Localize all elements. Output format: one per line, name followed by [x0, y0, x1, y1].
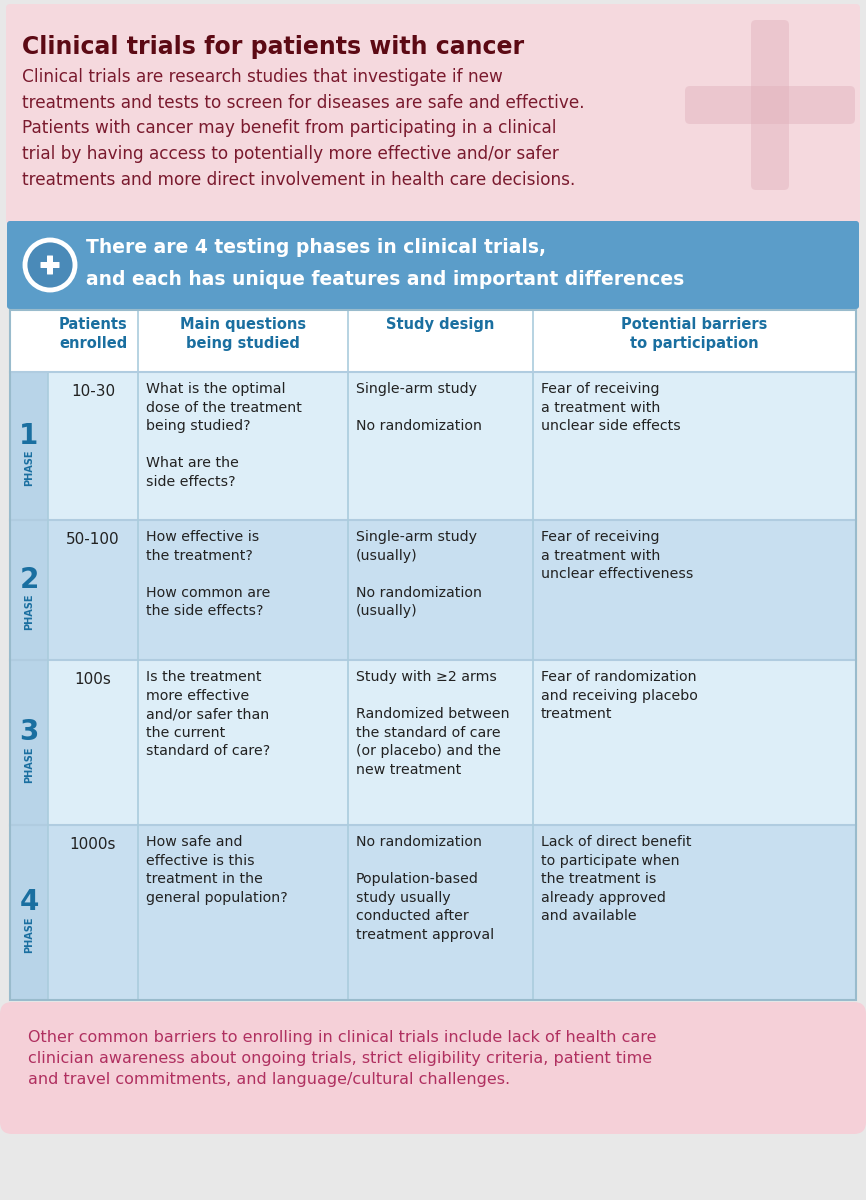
Text: PHASE: PHASE [24, 746, 34, 782]
Text: and each has unique features and important differences: and each has unique features and importa… [86, 270, 684, 289]
Text: PHASE: PHASE [24, 450, 34, 486]
Text: What is the optimal
dose of the treatment
being studied?

What are the
side effe: What is the optimal dose of the treatmen… [146, 382, 302, 490]
FancyBboxPatch shape [48, 520, 856, 660]
Text: Patients
enrolled: Patients enrolled [59, 317, 127, 350]
FancyBboxPatch shape [10, 520, 48, 660]
Text: Single-arm study
(usually)

No randomization
(usually): Single-arm study (usually) No randomizat… [356, 530, 482, 618]
Text: Lack of direct benefit
to participate when
the treatment is
already approved
and: Lack of direct benefit to participate wh… [541, 835, 691, 924]
Text: PHASE: PHASE [24, 594, 34, 630]
Text: Fear of receiving
a treatment with
unclear effectiveness: Fear of receiving a treatment with uncle… [541, 530, 694, 581]
Text: Is the treatment
more effective
and/or safer than
the current
standard of care?: Is the treatment more effective and/or s… [146, 670, 270, 758]
FancyBboxPatch shape [10, 372, 48, 520]
FancyBboxPatch shape [10, 826, 48, 1000]
Text: Study with ≥2 arms

Randomized between
the standard of care
(or placebo) and the: Study with ≥2 arms Randomized between th… [356, 670, 509, 778]
Text: Clinical trials for patients with cancer: Clinical trials for patients with cancer [22, 35, 524, 59]
Text: Other common barriers to enrolling in clinical trials include lack of health car: Other common barriers to enrolling in cl… [28, 1030, 656, 1087]
Text: 1: 1 [19, 422, 39, 450]
Text: 50-100: 50-100 [66, 532, 120, 547]
FancyBboxPatch shape [6, 4, 860, 224]
Text: PHASE: PHASE [24, 917, 34, 953]
Text: Main questions
being studied: Main questions being studied [180, 317, 306, 350]
FancyBboxPatch shape [41, 262, 60, 268]
Circle shape [25, 240, 75, 290]
FancyBboxPatch shape [10, 660, 48, 826]
FancyBboxPatch shape [0, 1002, 866, 1134]
Text: Fear of randomization
and receiving placebo
treatment: Fear of randomization and receiving plac… [541, 670, 698, 721]
Text: Clinical trials are research studies that investigate if new
treatments and test: Clinical trials are research studies tha… [22, 68, 585, 188]
FancyBboxPatch shape [10, 310, 856, 372]
Text: No randomization

Population-based
study usually
conducted after
treatment appro: No randomization Population-based study … [356, 835, 494, 942]
Text: 1000s: 1000s [70, 838, 116, 852]
Text: Potential barriers
to participation: Potential barriers to participation [621, 317, 767, 350]
Text: 100s: 100s [74, 672, 112, 686]
FancyBboxPatch shape [47, 256, 53, 275]
Text: 4: 4 [19, 888, 39, 917]
Text: 10-30: 10-30 [71, 384, 115, 398]
Text: How effective is
the treatment?

How common are
the side effects?: How effective is the treatment? How comm… [146, 530, 270, 618]
Text: Single-arm study

No randomization: Single-arm study No randomization [356, 382, 482, 433]
Text: Fear of receiving
a treatment with
unclear side effects: Fear of receiving a treatment with uncle… [541, 382, 681, 433]
FancyBboxPatch shape [48, 372, 856, 520]
FancyBboxPatch shape [48, 826, 856, 1000]
Text: There are 4 testing phases in clinical trials,: There are 4 testing phases in clinical t… [86, 238, 546, 257]
FancyBboxPatch shape [685, 86, 855, 124]
FancyBboxPatch shape [48, 660, 856, 826]
Text: Study design: Study design [386, 317, 494, 332]
FancyBboxPatch shape [751, 20, 789, 190]
Text: 2: 2 [19, 566, 39, 594]
Text: 3: 3 [19, 719, 39, 746]
FancyBboxPatch shape [7, 221, 859, 308]
Text: How safe and
effective is this
treatment in the
general population?: How safe and effective is this treatment… [146, 835, 288, 905]
